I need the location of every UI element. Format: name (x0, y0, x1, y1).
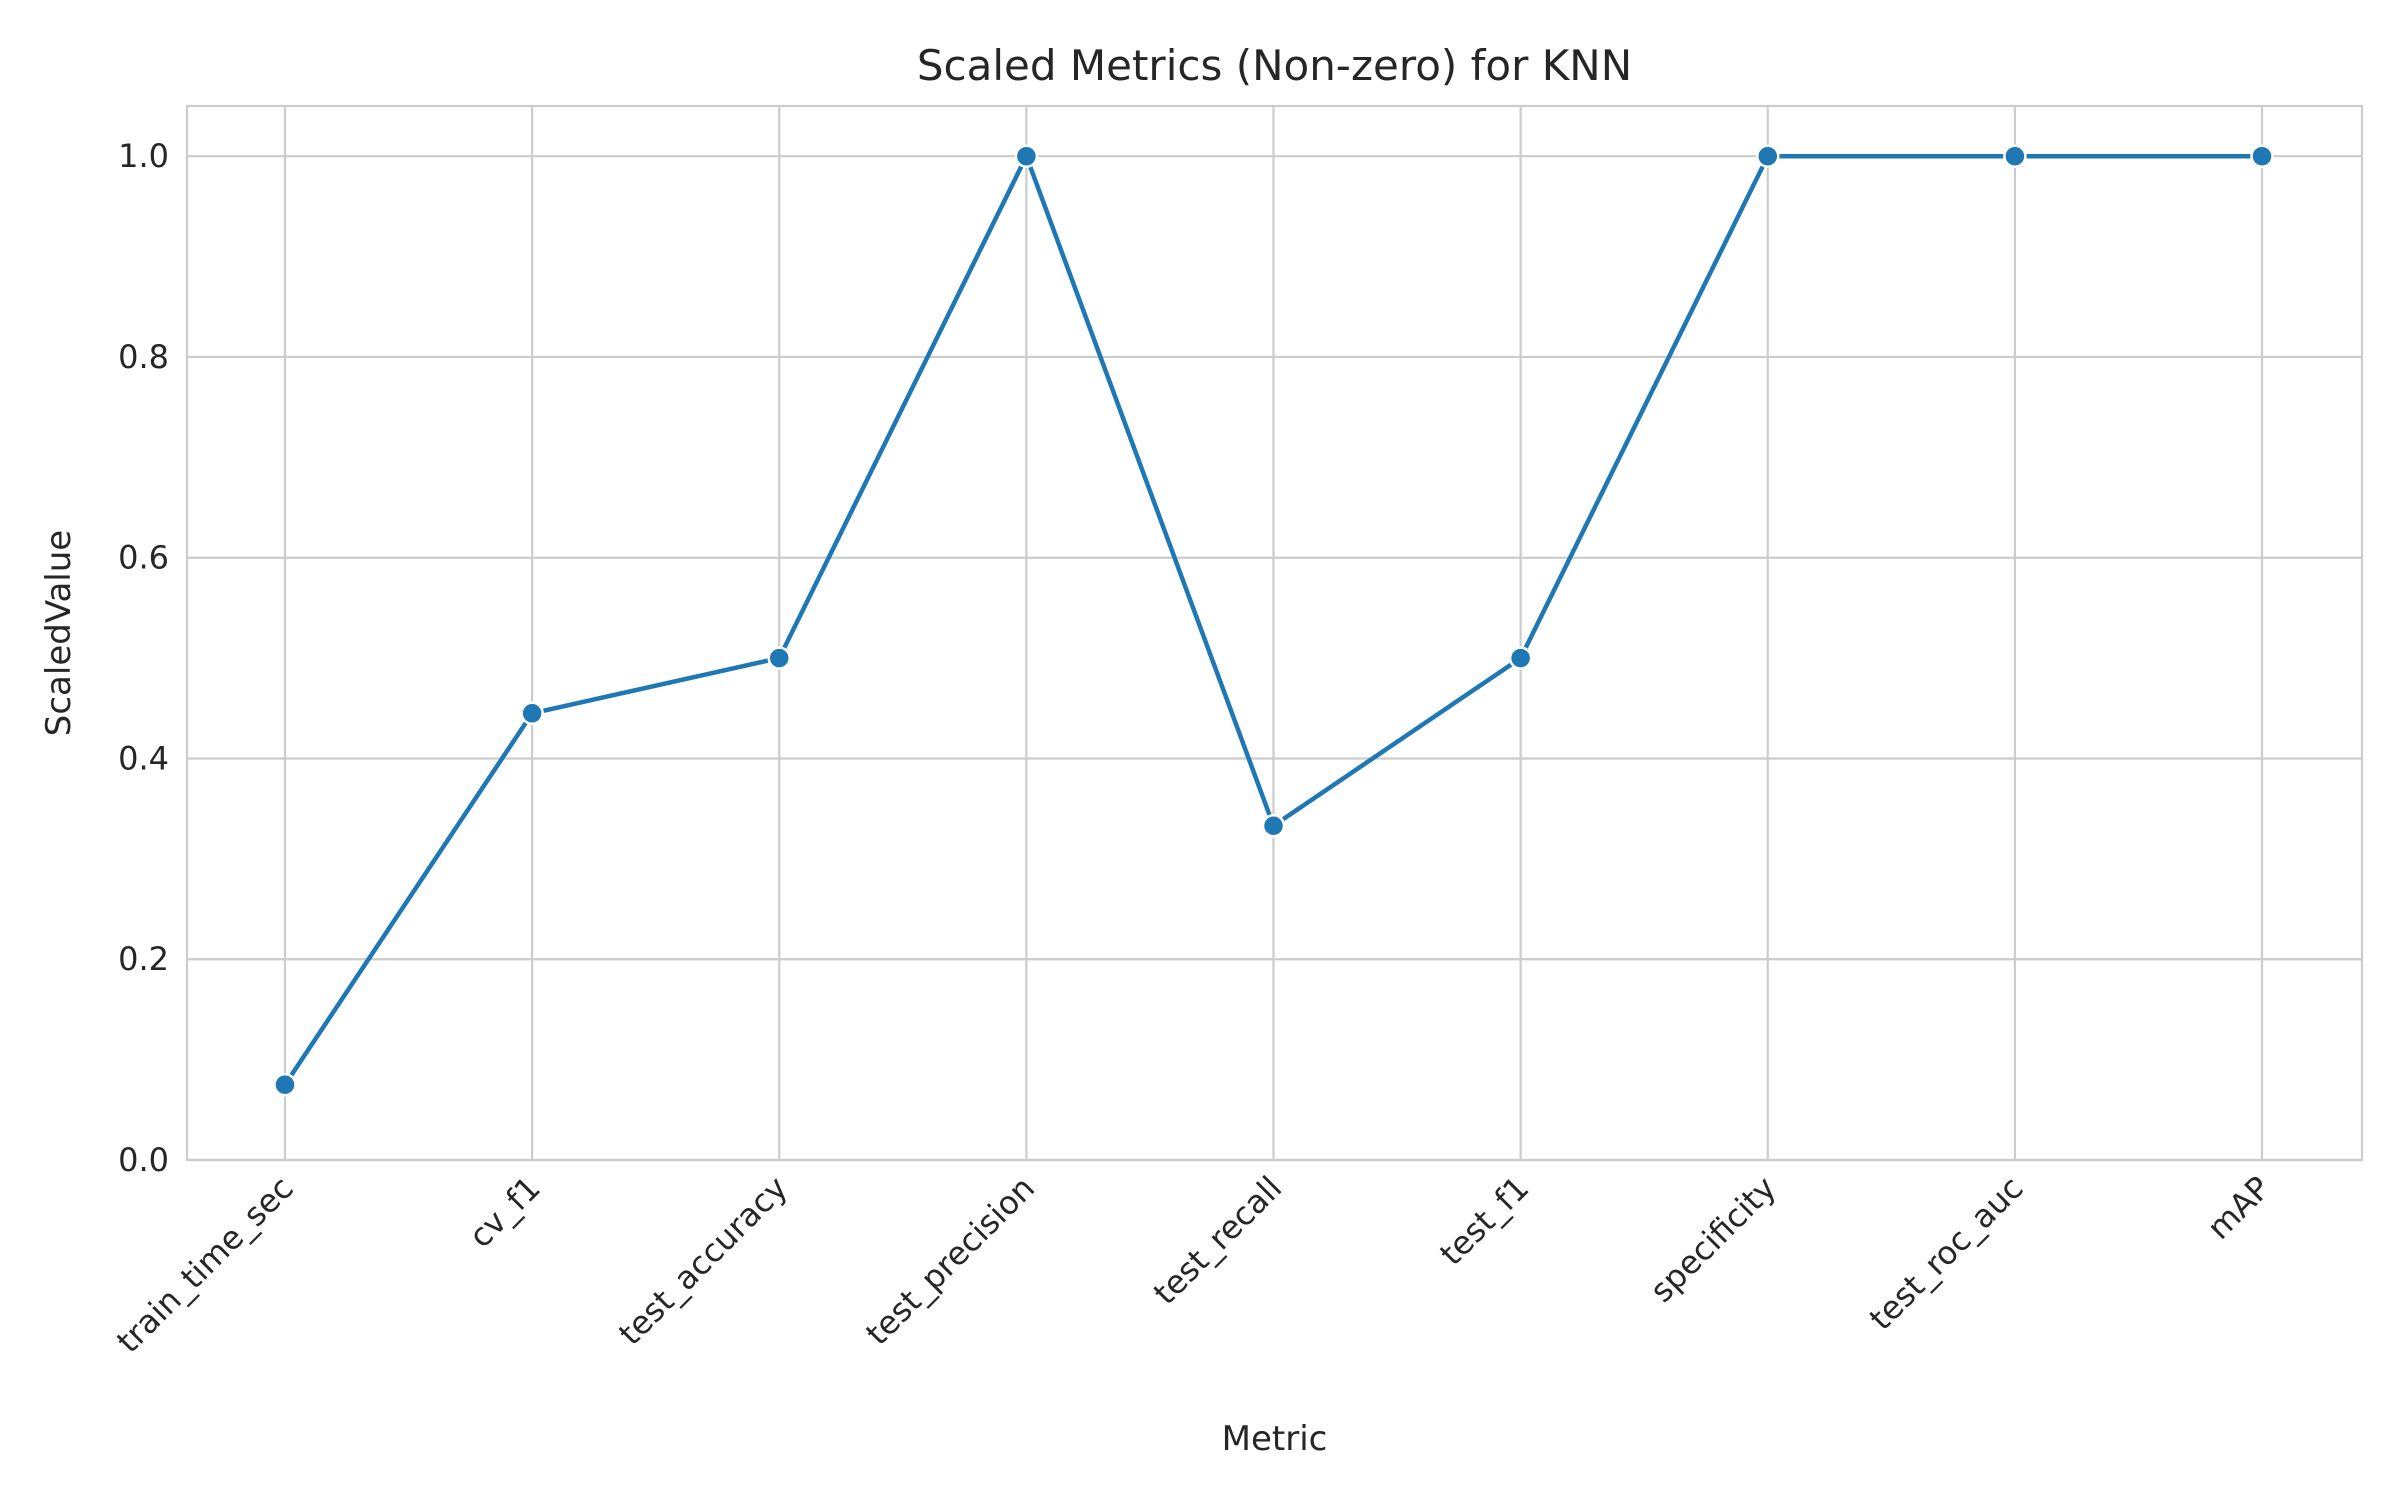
data-point (1014, 144, 1039, 168)
y-tick-label: 0.6 (118, 539, 169, 577)
grid (187, 106, 2362, 1162)
y-axis-ticks: 0.0 0.2 0.4 0.6 0.8 1.0 (118, 137, 169, 1179)
y-tick-label: 0.2 (118, 940, 169, 978)
x-tick-label: test_recall (1146, 1169, 1289, 1312)
data-point (767, 646, 791, 670)
x-tick-label: test_accuracy (611, 1169, 795, 1353)
data-point (2003, 144, 2027, 168)
chart-title: Scaled Metrics (Non-zero) for KNN (917, 41, 1632, 90)
x-tick-label: specificity (1642, 1169, 1783, 1310)
y-tick-label: 0.8 (118, 338, 169, 376)
y-tick-label: 0.4 (118, 739, 169, 777)
data-point (520, 701, 544, 726)
x-tick-label: test_f1 (1432, 1169, 1536, 1273)
x-axis-label: Metric (1222, 1419, 1328, 1459)
x-tick-label: test_precision (858, 1169, 1042, 1353)
y-tick-label: 0.0 (118, 1141, 169, 1179)
y-axis-label: ScaledValue (39, 530, 79, 736)
x-axis-ticks: train_time_sec cv_f1 test_accuracy test_pre… (109, 1169, 2277, 1360)
data-point (273, 1072, 297, 1097)
y-tick-label: 1.0 (118, 137, 169, 175)
x-tick-label: mAP (2200, 1169, 2278, 1247)
data-point (1508, 646, 1533, 670)
x-tick-label: train_time_sec (109, 1169, 300, 1360)
data-point (1261, 813, 1286, 838)
plot-frame (185, 104, 2364, 1162)
data-point (2250, 144, 2274, 168)
x-tick-label: cv_f1 (461, 1169, 547, 1255)
x-tick-label: test_roc_auc (1862, 1169, 2031, 1338)
series (273, 144, 2274, 1097)
data-point (1756, 144, 1780, 168)
